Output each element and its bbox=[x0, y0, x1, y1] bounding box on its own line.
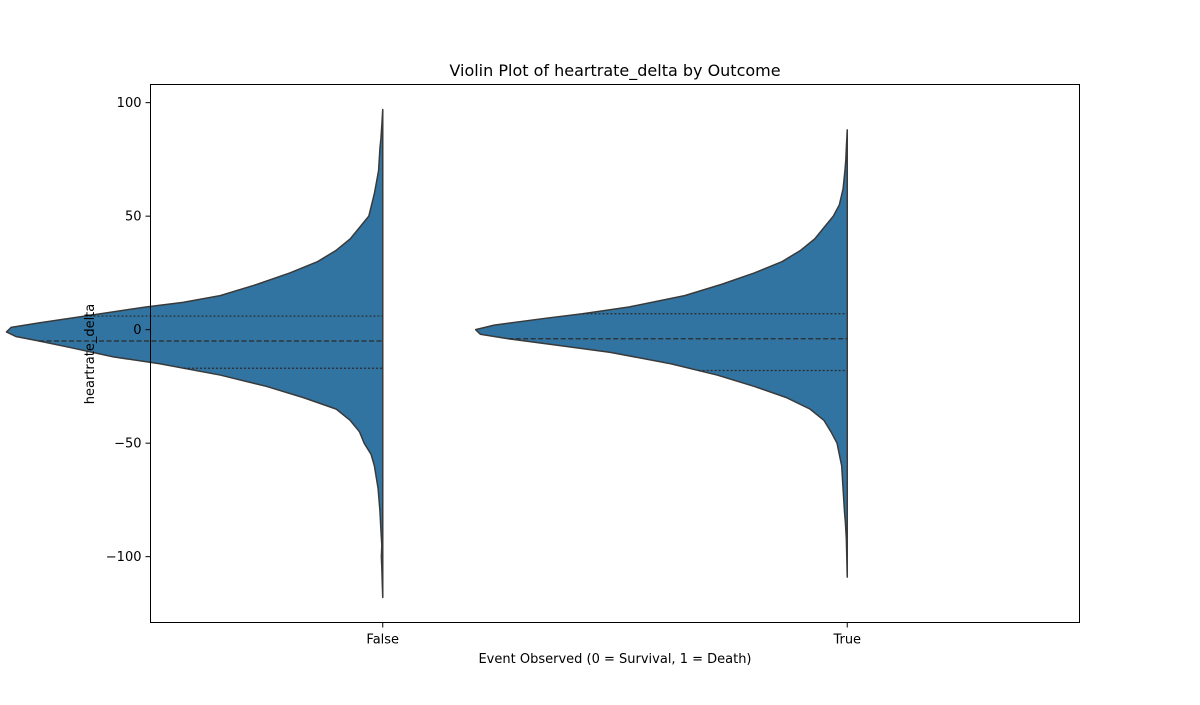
y-axis-ticks: 100 50 0 −50 −100 bbox=[106, 96, 151, 565]
y-tick-label: 0 bbox=[133, 323, 141, 338]
plot-frame bbox=[150, 84, 1080, 623]
y-axis-label: heartrate_delta bbox=[83, 304, 98, 404]
y-tick-label: −50 bbox=[114, 437, 141, 452]
x-axis-ticks: False True bbox=[366, 622, 861, 648]
y-tick-label: 100 bbox=[117, 96, 142, 111]
x-tick-label-true: True bbox=[832, 633, 861, 648]
y-tick-label: −100 bbox=[106, 550, 142, 565]
chart-title: Violin Plot of heartrate_delta by Outcom… bbox=[449, 61, 780, 81]
y-tick-label: 50 bbox=[125, 210, 142, 225]
x-tick-label-false: False bbox=[366, 633, 399, 648]
violins-layer bbox=[5, 108, 848, 599]
violin-false bbox=[5, 108, 384, 599]
violin-true bbox=[474, 129, 848, 578]
x-axis-label: Event Observed (0 = Survival, 1 = Death) bbox=[478, 652, 751, 667]
